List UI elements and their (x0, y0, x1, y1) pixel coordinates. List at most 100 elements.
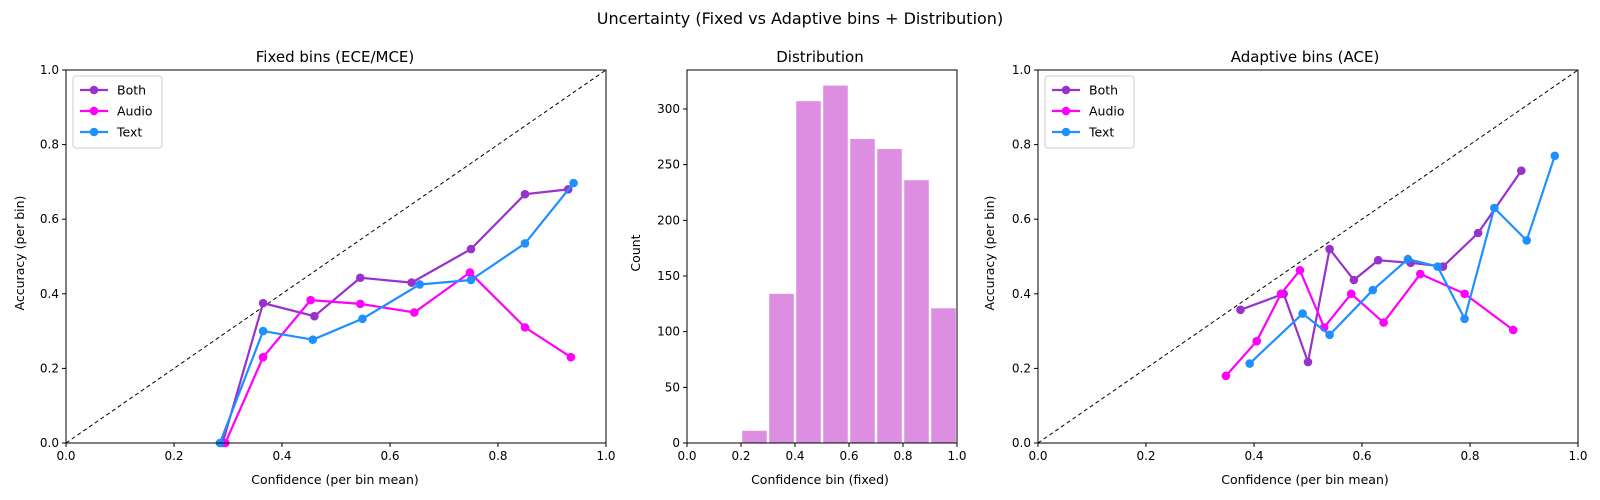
data-point (1325, 244, 1334, 254)
figure-suptitle: Uncertainty (Fixed vs Adaptive bins + Di… (597, 9, 1003, 28)
x-axis-label: Confidence bin (fixed) (751, 472, 889, 487)
y-tick-label: 200 (657, 213, 680, 227)
histogram-bar (742, 430, 767, 443)
data-point (1221, 371, 1231, 381)
series-line (1248, 155, 1556, 365)
panel-title: Fixed bins (ECE/MCE) (256, 48, 415, 66)
histogram-bar (823, 85, 848, 443)
data-point (1303, 357, 1313, 367)
histogram-bar (796, 101, 821, 443)
data-point (1245, 359, 1254, 368)
histogram-bar (877, 149, 902, 444)
y-tick-label: 0.4 (1012, 287, 1031, 301)
data-point (569, 178, 578, 188)
data-point (1346, 289, 1356, 299)
legend: Both Audio Text (72, 75, 163, 149)
y-tick-label: 300 (657, 102, 680, 116)
data-point (1298, 309, 1307, 318)
data-point (520, 189, 530, 199)
data-point (520, 323, 530, 332)
data-point (258, 352, 268, 362)
x-tick-label: 0.4 (272, 449, 291, 463)
legend-marker (1061, 106, 1071, 116)
y-axis-label: Accuracy (per bin) (12, 196, 27, 311)
x-tick-label: 0.2 (164, 449, 183, 463)
legend-label: Audio (1089, 104, 1125, 119)
panel-fixed-bins: Fixed bins (ECE/MCE) Confidence (per bin… (12, 48, 616, 487)
panel-title: Distribution (776, 48, 864, 66)
x-tick-label: 0.6 (839, 449, 858, 463)
panel-adaptive-bins: Adaptive bins (ACE) Confidence (per bin … (982, 48, 1588, 487)
y-tick-label: 1.0 (1012, 63, 1031, 77)
data-point (1295, 266, 1305, 275)
data-point (1460, 289, 1469, 299)
data-point (258, 298, 268, 308)
histogram-bar (931, 308, 956, 443)
data-point (1379, 318, 1388, 327)
data-point (1473, 228, 1483, 238)
x-tick-label: 0.6 (1352, 449, 1371, 463)
y-tick-label: 0.0 (1012, 436, 1031, 450)
y-tick-label: 0.8 (40, 138, 59, 152)
x-tick-label: 0.6 (380, 449, 399, 463)
data-point (1416, 269, 1425, 279)
histogram-bar (850, 139, 875, 443)
legend-label: Text (1088, 125, 1114, 140)
data-point (308, 335, 318, 344)
data-point (1276, 289, 1286, 299)
x-tick-label: 0.8 (893, 449, 912, 463)
legend-label: Both (1089, 83, 1118, 98)
data-point (1433, 262, 1442, 271)
x-tick-label: 0.0 (677, 449, 696, 463)
y-tick-label: 250 (657, 158, 680, 172)
data-point (1252, 336, 1261, 346)
legend-marker (1061, 127, 1071, 137)
data-point (356, 299, 365, 309)
data-point (466, 244, 476, 254)
x-tick-label: 0.4 (1244, 449, 1263, 463)
y-tick-label: 0.2 (1012, 361, 1031, 375)
y-tick-label: 150 (657, 269, 680, 283)
y-tick-label: 0.6 (40, 212, 59, 226)
x-tick-label: 1.0 (947, 449, 966, 463)
x-tick-label: 0.0 (1028, 449, 1047, 463)
y-axis-label: Count (628, 234, 643, 271)
y-tick-label: 0.2 (40, 361, 59, 375)
perfect-calibration-line (1037, 69, 1579, 444)
x-tick-label: 1.0 (596, 449, 615, 463)
y-tick-label: 1.0 (40, 63, 59, 77)
x-tick-label: 0.8 (1460, 449, 1479, 463)
y-tick-label: 0.6 (1012, 212, 1031, 226)
series-line (1225, 269, 1514, 377)
x-tick-label: 0.0 (56, 449, 75, 463)
data-point (1373, 255, 1383, 265)
series-line (224, 271, 572, 444)
x-tick-label: 0.8 (488, 449, 507, 463)
data-point (407, 278, 416, 287)
data-point (466, 275, 476, 285)
series-line (1240, 170, 1523, 364)
data-point (1508, 325, 1518, 335)
data-point (1522, 236, 1531, 245)
data-point (410, 308, 419, 317)
x-tick-label: 1.0 (1568, 449, 1587, 463)
data-point (310, 311, 319, 321)
y-axis-label: Accuracy (per bin) (982, 196, 997, 311)
legend: Both Audio Text (1044, 75, 1135, 149)
legend-label: Text (116, 125, 142, 140)
data-point (1490, 203, 1499, 213)
data-point (1403, 254, 1413, 264)
data-point (358, 314, 367, 324)
legend-marker (89, 85, 99, 95)
series-line (218, 182, 575, 444)
data-point (520, 239, 530, 248)
histogram-bar (769, 293, 794, 443)
data-point (1368, 285, 1378, 295)
perfect-calibration-line (65, 69, 607, 444)
data-point (356, 273, 365, 283)
legend-label: Audio (117, 104, 153, 119)
data-point (1550, 151, 1560, 161)
axes-frame (1037, 69, 1579, 444)
data-point (1325, 330, 1334, 340)
